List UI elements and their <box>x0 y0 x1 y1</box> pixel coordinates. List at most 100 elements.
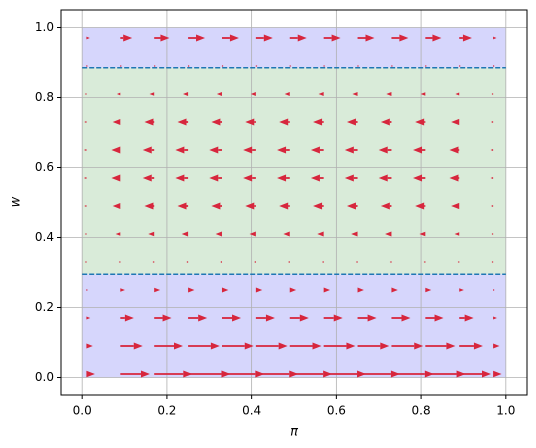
arrow <box>255 65 258 67</box>
arrow <box>357 34 375 42</box>
arrow <box>385 231 392 237</box>
arrow-head <box>112 203 121 209</box>
arrow-head <box>333 314 343 322</box>
arrow <box>323 65 326 67</box>
arrow <box>318 92 324 96</box>
arrow-head <box>221 287 229 293</box>
arrow-head <box>83 177 87 179</box>
arrow <box>154 65 156 67</box>
arrow-head <box>142 146 152 154</box>
arrow <box>283 231 290 237</box>
arrow-head <box>464 314 474 322</box>
arrow <box>142 146 155 154</box>
arrow-head <box>357 287 364 293</box>
arrow-head <box>221 65 224 67</box>
arrow <box>310 174 324 182</box>
arrow <box>346 202 358 210</box>
arrow <box>250 92 256 96</box>
arrow-head <box>112 119 121 125</box>
arrow <box>425 34 442 42</box>
arrow-head <box>220 261 222 263</box>
arrow <box>357 314 377 322</box>
x-tick-label: 0.6 <box>327 404 346 418</box>
arrow <box>83 149 87 151</box>
arrow <box>142 174 155 182</box>
arrow-head <box>86 343 93 349</box>
y-tick-label: 0.4 <box>35 230 54 244</box>
arrow <box>391 314 411 322</box>
arrow <box>84 121 87 123</box>
arrow <box>221 314 242 322</box>
arrow-head <box>451 202 460 210</box>
arrow-head <box>432 34 442 42</box>
arrow <box>313 202 324 210</box>
arrow-head <box>491 233 494 235</box>
arrow <box>86 370 95 378</box>
arrow-head <box>434 314 444 322</box>
arrow-head <box>149 92 155 96</box>
arrow <box>491 93 494 95</box>
arrow-head <box>118 261 121 263</box>
arrow-head <box>459 65 461 67</box>
arrow <box>86 65 88 67</box>
arrow-head <box>493 370 502 378</box>
axes-frame <box>60 9 528 396</box>
arrow <box>459 34 472 42</box>
arrow-head <box>198 314 208 322</box>
arrow-head <box>457 261 460 263</box>
arrow <box>344 174 358 182</box>
arrow-head <box>144 118 154 126</box>
arrow-head <box>124 314 134 322</box>
arrow-head <box>183 370 193 378</box>
y-tick-label: 1.0 <box>35 20 54 34</box>
arrow <box>154 342 184 350</box>
arrow <box>491 233 494 235</box>
arrow-head <box>490 121 494 123</box>
arrow-head <box>283 231 290 237</box>
arrow <box>86 316 91 320</box>
arrow-head <box>83 149 87 151</box>
arrow <box>493 289 495 291</box>
arrow <box>144 202 155 210</box>
arrow <box>491 261 494 263</box>
arrow-head <box>414 342 424 350</box>
arrow-head <box>451 118 460 126</box>
arrow-head <box>245 202 255 210</box>
arrow-head <box>84 205 87 207</box>
arrow <box>84 261 87 263</box>
arrow-head <box>84 233 87 235</box>
arrow-head <box>391 287 398 293</box>
region <box>82 67 506 275</box>
y-tick-label: 0.2 <box>35 300 54 314</box>
arrow <box>493 65 495 67</box>
arrow-head <box>123 34 133 42</box>
arrow <box>254 261 256 263</box>
arrow-head <box>140 370 150 378</box>
arrow <box>413 174 426 182</box>
arrow <box>391 34 409 42</box>
arrow-head <box>357 65 360 67</box>
arrow <box>111 146 121 154</box>
arrow <box>120 314 134 322</box>
arrow-head <box>415 202 425 210</box>
y-tick-label: 0.6 <box>35 160 54 174</box>
arrow-head <box>255 287 263 293</box>
arrow-head <box>148 231 155 237</box>
arrow-head <box>289 65 292 67</box>
x-tick-label: 0.2 <box>157 404 176 418</box>
arrow-head <box>491 261 494 263</box>
arrow-head <box>380 202 390 210</box>
arrow <box>84 93 87 95</box>
arrow-head <box>297 34 307 42</box>
arrow <box>289 314 309 322</box>
arrow <box>425 314 444 322</box>
arrow <box>177 202 189 210</box>
arrow <box>391 287 398 293</box>
arrow <box>120 34 133 42</box>
arrow <box>148 231 155 237</box>
arrow-head <box>413 174 423 182</box>
arrow <box>490 177 494 179</box>
arrow-head <box>160 34 170 42</box>
arrow <box>186 261 189 263</box>
x-axis-label: π <box>290 425 298 440</box>
